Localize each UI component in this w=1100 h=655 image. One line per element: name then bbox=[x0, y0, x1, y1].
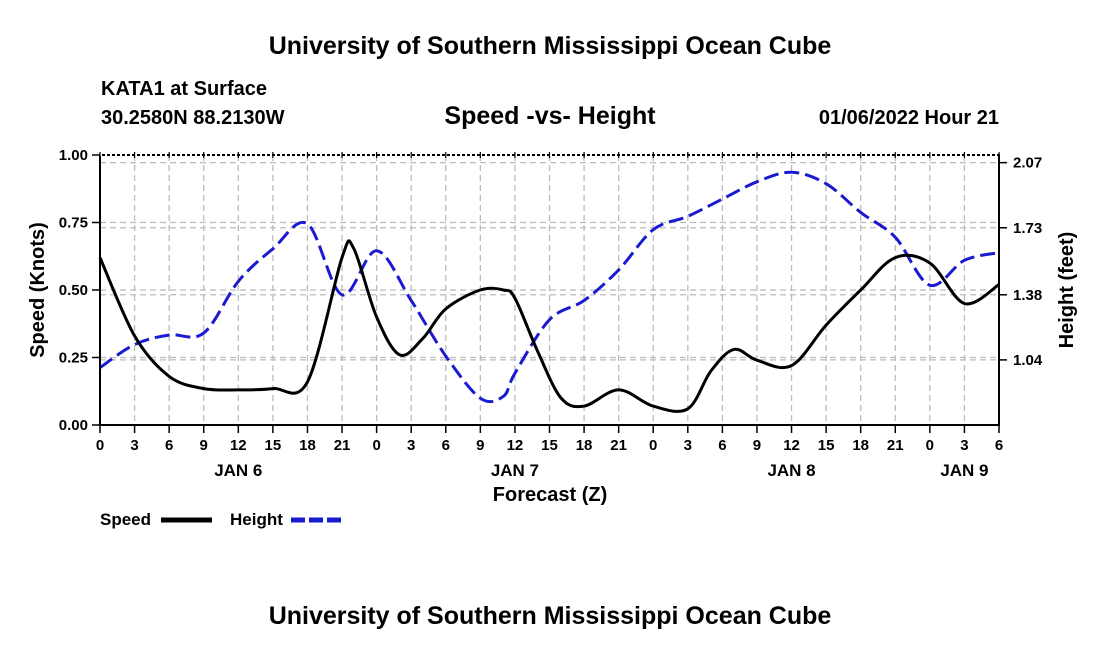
y-tick-label: 1.00 bbox=[59, 147, 88, 164]
legend-speed-label: Speed bbox=[100, 510, 151, 529]
y-tick-label: 0.75 bbox=[59, 215, 88, 232]
x-tick-label: 0 bbox=[372, 437, 380, 454]
x-tick-label: 6 bbox=[995, 437, 1003, 454]
chart-subtitle: Speed -vs- Height bbox=[444, 102, 656, 130]
x-tick-label: 9 bbox=[200, 437, 208, 454]
x-tick-label: 3 bbox=[960, 437, 968, 454]
x-tick-label: 12 bbox=[783, 437, 800, 454]
y2-axis-label: Height (feet) bbox=[1056, 232, 1078, 349]
y2-tick-label: 1.04 bbox=[1013, 352, 1043, 369]
station-label: KATA1 at Surface bbox=[101, 78, 267, 100]
x-tick-label: 12 bbox=[230, 437, 247, 454]
x-tick-label: 21 bbox=[610, 437, 627, 454]
height-series-line bbox=[99, 170, 1000, 404]
y-tick-label: 0.25 bbox=[59, 350, 88, 367]
date-label: JAN 7 bbox=[491, 461, 539, 480]
axes: 0 3 6 9 12 15 18 21 0 3 6 9 12 15 18 21 0 3 6 9 12 15 18 21 0 3 6J… bbox=[59, 147, 1043, 480]
grid bbox=[100, 155, 999, 425]
x-tick-label: 0 bbox=[649, 437, 657, 454]
chart-title: University of Southern Mississippi Ocean… bbox=[269, 32, 832, 60]
x-tick-label: 18 bbox=[299, 437, 316, 454]
date-label: JAN 6 bbox=[214, 461, 262, 480]
x-tick-label: 0 bbox=[96, 437, 104, 454]
y2-tick-label: 1.73 bbox=[1013, 220, 1042, 237]
x-tick-label: 9 bbox=[753, 437, 761, 454]
x-tick-label: 6 bbox=[442, 437, 450, 454]
x-tick-label: 15 bbox=[818, 437, 835, 454]
x-tick-label: 21 bbox=[334, 437, 351, 454]
y-axis-label: Speed (Knots) bbox=[27, 222, 49, 358]
x-tick-label: 3 bbox=[684, 437, 692, 454]
y2-tick-label: 1.38 bbox=[1013, 287, 1042, 304]
station-coords: 30.2580N 88.2130W bbox=[101, 107, 285, 129]
y-tick-label: 0.00 bbox=[59, 417, 88, 434]
y2-tick-label: 2.07 bbox=[1013, 155, 1042, 172]
x-tick-label: 0 bbox=[926, 437, 934, 454]
footer-title: University of Southern Mississippi Ocean… bbox=[269, 602, 832, 630]
y-tick-label: 0.50 bbox=[59, 282, 88, 299]
x-tick-label: 6 bbox=[718, 437, 726, 454]
x-tick-label: 12 bbox=[507, 437, 524, 454]
forecast-datetime: 01/06/2022 Hour 21 bbox=[819, 107, 999, 129]
date-label: JAN 8 bbox=[767, 461, 815, 480]
x-tick-label: 6 bbox=[165, 437, 173, 454]
x-tick-label: 3 bbox=[130, 437, 138, 454]
legend-height-label: Height bbox=[230, 510, 283, 529]
date-label: JAN 9 bbox=[940, 461, 988, 480]
legend: Speed Height bbox=[100, 510, 342, 529]
x-tick-label: 15 bbox=[541, 437, 558, 454]
x-tick-label: 21 bbox=[887, 437, 904, 454]
x-tick-label: 18 bbox=[576, 437, 593, 454]
x-tick-label: 3 bbox=[407, 437, 415, 454]
x-tick-label: 15 bbox=[265, 437, 282, 454]
x-tick-label: 9 bbox=[476, 437, 484, 454]
series-layer bbox=[98, 170, 1000, 413]
x-axis-label: Forecast (Z) bbox=[493, 484, 607, 506]
x-tick-label: 18 bbox=[852, 437, 869, 454]
speed-series-line bbox=[98, 239, 1000, 413]
